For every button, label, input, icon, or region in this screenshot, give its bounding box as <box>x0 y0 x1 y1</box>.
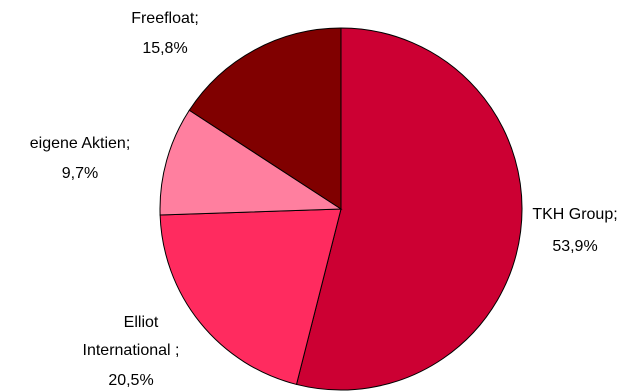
label-elliot-international: Elliot International ; 20,5% <box>83 314 180 389</box>
label-elliot-value: 20,5% <box>108 372 153 389</box>
pie-slice-elliot-international <box>159 208 342 386</box>
label-eigene-aktien: eigene Aktien; 9,7% <box>30 135 131 182</box>
label-elliot-name-2: International ; <box>83 342 180 359</box>
label-eigene-aktien-value: 9,7% <box>62 165 98 182</box>
pie-slices <box>159 27 523 391</box>
label-freefloat-name: Freefloat; <box>131 10 199 27</box>
label-tkh-group: TKH Group; 53,9% <box>532 206 617 255</box>
pie-slice-eigene-aktien <box>159 109 343 216</box>
label-freefloat-value: 15,8% <box>142 40 187 57</box>
pie-slice-freefloat <box>188 27 342 210</box>
label-tkh-group-value: 53,9% <box>552 238 597 255</box>
label-elliot-name: Elliot <box>124 314 159 331</box>
label-tkh-group-name: TKH Group; <box>532 206 617 223</box>
label-eigene-aktien-name: eigene Aktien; <box>30 135 131 152</box>
label-freefloat: Freefloat; 15,8% <box>131 10 199 57</box>
pie-slice-tkh-group <box>295 27 523 391</box>
